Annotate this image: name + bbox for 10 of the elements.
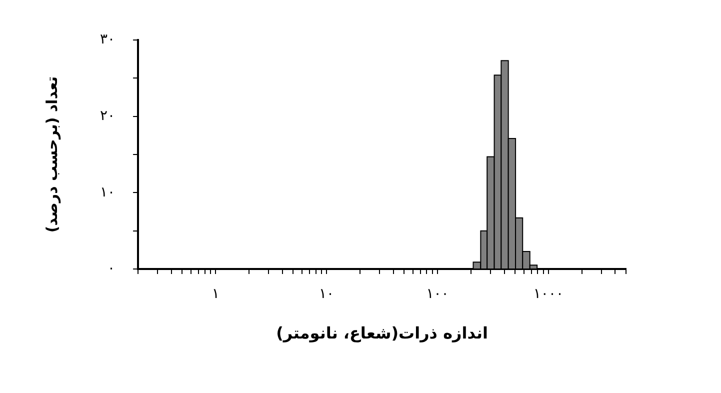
x-tick-label: ۱۰۰: [426, 286, 449, 302]
y-tick-label: ۰: [108, 260, 116, 277]
x-axis-title: اندازه ذرات(شعاع، نانومتر): [276, 324, 488, 343]
y-axis-title: تعداد (برحسب درصد): [42, 76, 61, 233]
x-tick-label: ۱: [212, 286, 220, 302]
y-tick-label: ۱۰: [100, 184, 116, 200]
x-tick-label: ۱۰: [319, 286, 334, 302]
y-tick-label: ۲۰: [100, 108, 116, 124]
y-tick-label: ۳۰: [100, 32, 116, 48]
x-tick-label: ۱۰۰۰: [533, 286, 564, 302]
